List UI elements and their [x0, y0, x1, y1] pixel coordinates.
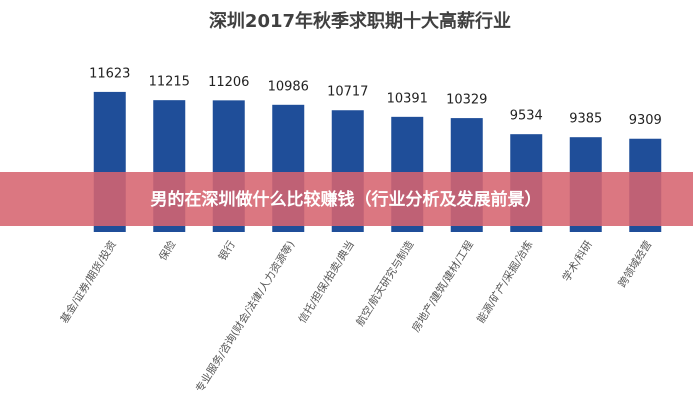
- banner: [0, 172, 693, 226]
- value-label: 11215: [149, 75, 190, 90]
- value-label: 10717: [327, 85, 368, 100]
- value-label: 10986: [268, 79, 309, 94]
- banner-text: 男的在深圳做什么比较赚钱（行业分析及发展前景）: [151, 189, 542, 210]
- value-label: 9534: [510, 109, 543, 124]
- chart-title: 深圳2017年秋季求职期十大高薪行业: [209, 10, 511, 32]
- value-label: 10329: [446, 93, 487, 108]
- value-label: 9309: [629, 113, 662, 128]
- value-label: 11623: [89, 66, 130, 81]
- value-label: 11206: [208, 75, 249, 90]
- value-label: 9385: [569, 112, 602, 127]
- value-label: 10391: [387, 91, 428, 106]
